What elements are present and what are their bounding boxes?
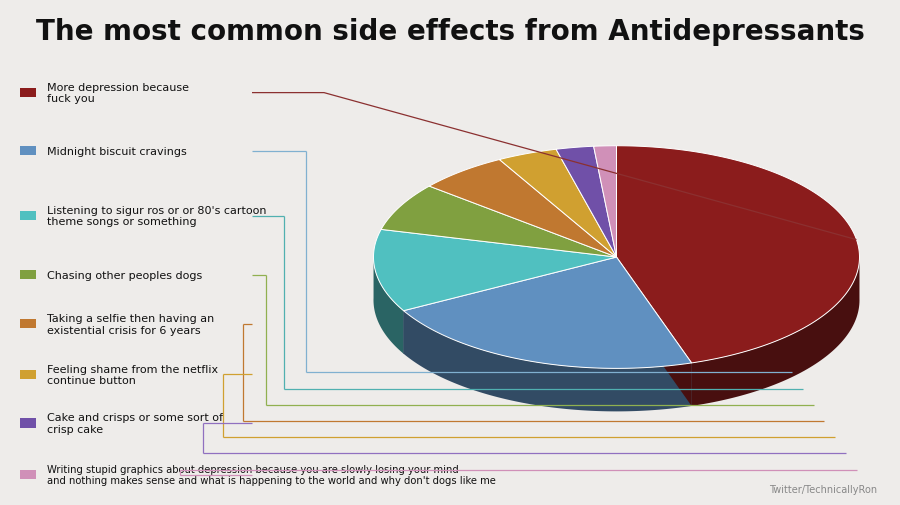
Text: Feeling shame from the netflix
continue button: Feeling shame from the netflix continue … xyxy=(47,364,218,385)
Polygon shape xyxy=(403,311,691,412)
Polygon shape xyxy=(594,146,616,258)
FancyBboxPatch shape xyxy=(20,370,36,379)
FancyBboxPatch shape xyxy=(20,147,36,156)
Polygon shape xyxy=(616,146,859,363)
Polygon shape xyxy=(403,258,616,354)
Text: Twitter/TechnicallyRon: Twitter/TechnicallyRon xyxy=(770,484,878,494)
FancyBboxPatch shape xyxy=(20,89,36,98)
Text: More depression because
fuck you: More depression because fuck you xyxy=(47,83,189,104)
FancyBboxPatch shape xyxy=(20,470,36,479)
Polygon shape xyxy=(556,147,617,258)
FancyBboxPatch shape xyxy=(20,271,36,280)
Polygon shape xyxy=(381,187,616,258)
Polygon shape xyxy=(616,258,691,406)
Text: Listening to sigur ros or or 80's cartoon
theme songs or something: Listening to sigur ros or or 80's cartoo… xyxy=(47,206,266,227)
Polygon shape xyxy=(429,160,616,258)
Polygon shape xyxy=(403,258,691,369)
FancyBboxPatch shape xyxy=(20,419,36,428)
Polygon shape xyxy=(691,256,860,406)
Text: The most common side effects from Antidepressants: The most common side effects from Antide… xyxy=(36,18,864,45)
FancyBboxPatch shape xyxy=(20,212,36,221)
Text: Midnight biscuit cravings: Midnight biscuit cravings xyxy=(47,146,186,157)
Text: Taking a selfie then having an
existential crisis for 6 years: Taking a selfie then having an existenti… xyxy=(47,314,214,335)
Polygon shape xyxy=(500,150,616,258)
FancyBboxPatch shape xyxy=(20,320,36,329)
Polygon shape xyxy=(403,258,616,354)
Text: Chasing other peoples dogs: Chasing other peoples dogs xyxy=(47,270,202,280)
Polygon shape xyxy=(374,256,403,354)
Text: Writing stupid graphics about depression because you are slowly losing your mind: Writing stupid graphics about depression… xyxy=(47,464,496,485)
Polygon shape xyxy=(616,258,691,406)
Polygon shape xyxy=(374,230,616,311)
Text: Cake and crisps or some sort of
crisp cake: Cake and crisps or some sort of crisp ca… xyxy=(47,413,223,434)
